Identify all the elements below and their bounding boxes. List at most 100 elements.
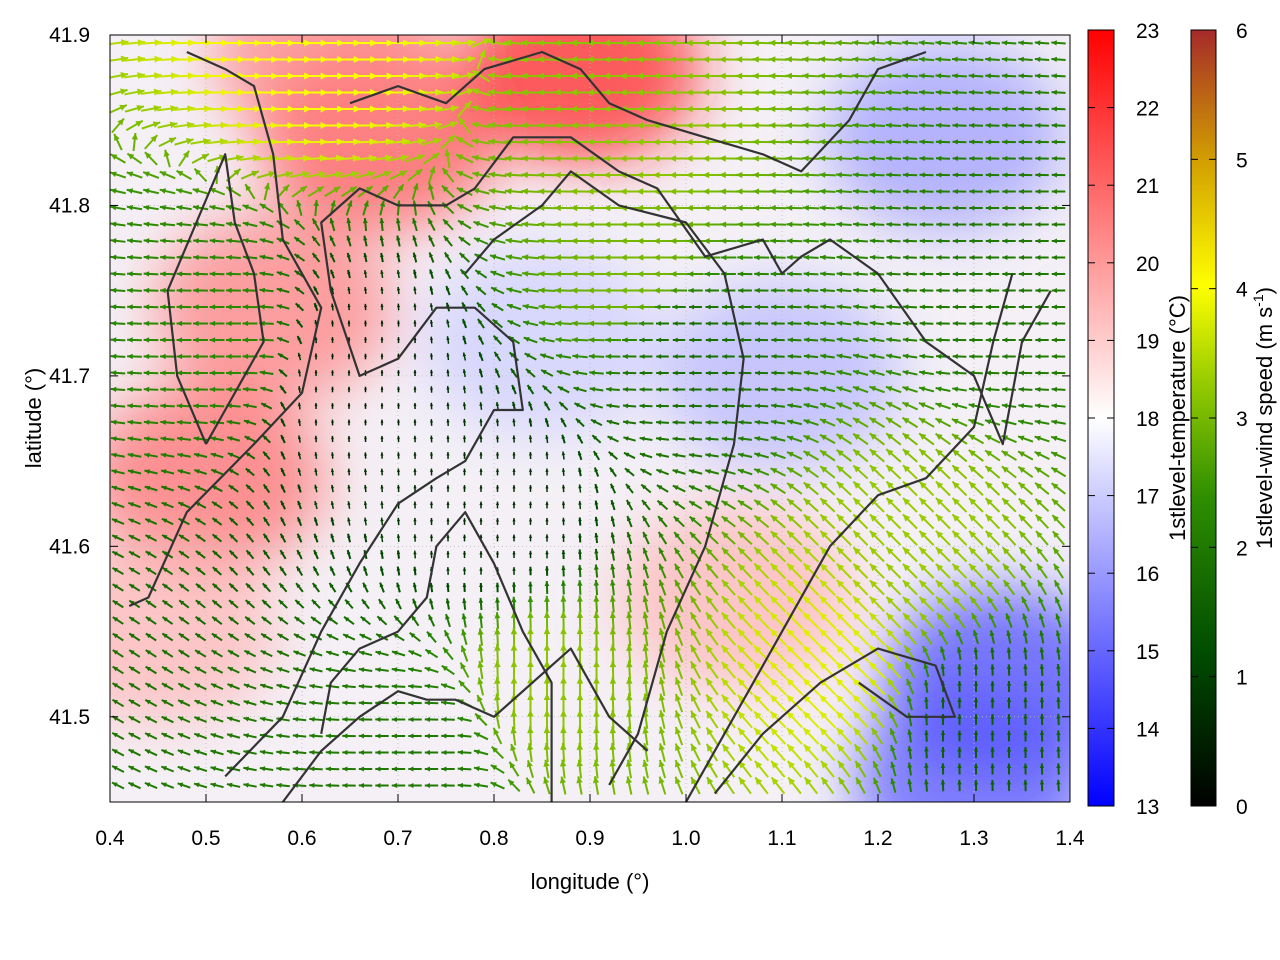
wind-arrow-head [819, 188, 826, 195]
wind-arrow [537, 56, 557, 63]
wind-arrow-head [1018, 172, 1024, 178]
wind-arrow-head [752, 122, 759, 129]
wind-arrow-head [969, 139, 975, 145]
wind-arrow-head [768, 39, 776, 47]
wind-arrow [935, 89, 951, 96]
wind-arrow [718, 56, 739, 63]
wind-arrow-head [852, 72, 859, 79]
wind-arrow [852, 72, 869, 79]
wind-arrow [702, 105, 722, 113]
wind-arrow-head [935, 40, 942, 46]
wind-arrow-head [365, 186, 373, 193]
wind-arrow-head [652, 155, 660, 162]
wind-arrow [985, 89, 1000, 96]
wind-arrow [935, 73, 951, 79]
wind-arrow-head [802, 105, 809, 112]
wind-arrow [919, 139, 934, 145]
wind-arrow [537, 72, 557, 80]
wind-arrow-head [570, 122, 578, 129]
wind-arrow [603, 171, 623, 179]
wind-arrow [752, 105, 771, 113]
wind-arrow [951, 56, 968, 63]
wind-arrow [520, 89, 541, 96]
wind-arrow-head [885, 89, 892, 96]
wind-arrow [175, 188, 193, 195]
wind-arrow-head [233, 168, 241, 176]
wind-arrow-head [968, 89, 975, 96]
wind-arrow-head [399, 170, 408, 177]
wind-arrow [718, 155, 739, 162]
wind-arrow-head [159, 188, 167, 194]
wind-arrow [802, 171, 820, 178]
wind-arrow [471, 121, 491, 129]
wind-arrow-head [669, 171, 677, 179]
wind-arrow [603, 138, 623, 146]
wind-arrow-head [785, 171, 793, 178]
wind-arrow [570, 89, 590, 96]
wind-arrow [1035, 106, 1049, 112]
wind-arrow [968, 122, 984, 128]
wind-arrow [869, 139, 885, 145]
wind-arrow [362, 200, 369, 216]
wind-arrow [1051, 56, 1066, 62]
wind-arrow-head [835, 72, 842, 79]
wind-arrow-head [316, 186, 324, 193]
wind-arrow [537, 171, 557, 179]
wind-arrow [256, 170, 277, 179]
wind-arrow-head [1051, 40, 1057, 46]
wind-arrow-head [652, 39, 660, 47]
wind-arrow-head [718, 89, 726, 96]
wind-arrow-head [169, 121, 178, 129]
wind-arrow-head [752, 155, 759, 162]
wind-arrow-head [264, 182, 271, 190]
wind-arrow [488, 138, 507, 145]
wind-arrow [619, 122, 640, 129]
wind-arrow [404, 138, 426, 145]
wind-arrow [455, 153, 474, 164]
wind-arrow [143, 204, 159, 211]
wind-arrow [718, 89, 739, 96]
wind-arrow [702, 39, 722, 47]
wind-arrow-head [802, 155, 809, 162]
wind-arrow-head [553, 72, 561, 80]
wind-arrow-head [718, 39, 726, 47]
wind-arrow-head [868, 106, 876, 112]
wind-arrow-head [603, 171, 611, 179]
wind-arrow-head [553, 105, 561, 113]
wind-arrow [586, 188, 607, 195]
wind-arrow-head [170, 105, 178, 113]
wind-arrow-head [686, 188, 693, 195]
wind-arrow-head [868, 39, 875, 46]
wind-arrow-head [702, 188, 710, 195]
wind-arrow [685, 122, 706, 129]
wind-arrow [455, 170, 474, 180]
wind-arrow [520, 72, 541, 80]
wind-arrow [785, 171, 804, 178]
wind-arrow [192, 188, 209, 195]
wind-arrow-head [136, 104, 144, 112]
wind-arrow-head [186, 121, 195, 129]
wind-arrow-head [537, 122, 545, 129]
wind-arrow [935, 122, 951, 129]
wind-arrow-head [570, 39, 578, 47]
wind-arrow [370, 138, 394, 146]
wind-arrow [785, 138, 804, 145]
wind-arrow [936, 172, 950, 178]
wind-arrow [1051, 106, 1066, 112]
wind-arrow-head [570, 155, 578, 162]
wind-arrow-head [652, 171, 660, 179]
wind-arrow-head [520, 89, 528, 96]
wind-arrow-head [702, 89, 710, 96]
wind-arrow [263, 182, 271, 201]
wind-arrow-head [685, 89, 693, 96]
wind-arrow [1002, 155, 1016, 161]
wind-arrow [392, 183, 405, 200]
wind-arrow [852, 122, 869, 129]
wind-arrow [176, 169, 192, 181]
wind-arrow [952, 188, 967, 194]
wind-arrow-head [553, 39, 561, 47]
wind-arrow-head [301, 171, 310, 178]
wind-arrow-head [586, 138, 594, 146]
wind-arrow [785, 89, 804, 96]
wind-arrow-head [471, 121, 479, 129]
